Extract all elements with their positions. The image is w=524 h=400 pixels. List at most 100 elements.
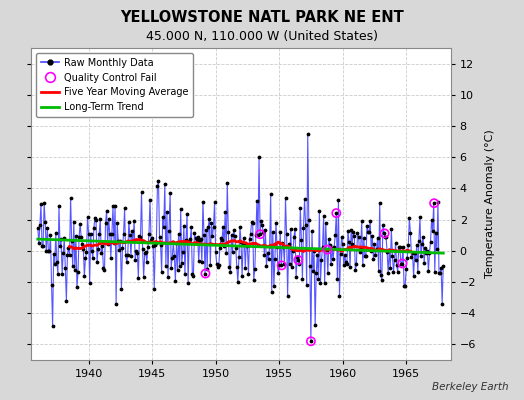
Point [414,238,423,244]
Point [288,264,296,270]
Text: YELLOWSTONE NATL PARK NE ENT: YELLOWSTONE NATL PARK NE ENT [120,10,404,25]
Point [356,245,365,252]
Point [394,268,402,275]
Point [325,236,333,242]
Point [406,230,414,236]
Point [35,240,43,246]
Point [411,256,420,263]
Point [193,234,202,240]
Point [366,218,374,224]
Point [154,177,162,184]
Point [181,270,189,277]
Point [347,226,355,233]
Point [241,264,249,271]
Point [323,246,331,253]
Point [361,253,369,259]
Point [404,242,412,249]
Point [146,196,154,203]
Point [364,229,372,235]
Point [296,204,304,211]
Point [283,293,292,299]
Point [293,254,301,260]
Point [363,222,371,229]
Point [286,261,294,267]
Point [439,263,447,270]
Point [115,246,124,253]
Point [75,234,83,240]
Point [164,274,172,280]
Point [335,293,344,299]
Point [68,238,76,244]
Point [326,242,334,248]
Point [422,250,431,256]
Point [46,232,54,238]
Point [370,241,379,247]
Point [188,271,196,277]
Point [88,248,96,254]
Point [66,252,74,258]
Point [72,233,80,240]
Point [55,203,63,210]
Point [309,268,317,274]
Point [247,219,256,225]
Point [354,234,363,240]
Point [423,248,432,254]
Point [307,338,315,344]
Point [369,256,378,262]
Point [104,216,113,222]
Point [380,230,389,236]
Point [340,262,348,268]
Point [44,248,52,254]
Point [179,249,187,256]
Point [177,205,185,212]
Point [148,235,156,241]
Point [161,180,169,187]
Point [43,224,51,231]
Point [133,249,141,256]
Point [69,263,77,269]
Point [277,262,286,269]
Point [438,300,446,307]
Point [355,248,364,255]
Point [324,270,332,276]
Point [184,280,192,286]
Point [234,279,242,286]
Point [79,245,88,252]
Point [132,248,140,254]
Point [275,262,283,268]
Point [113,220,122,226]
Point [82,249,91,256]
Point [159,214,167,221]
Point [195,237,204,243]
Point [257,218,265,224]
Point [346,264,354,270]
Point [392,262,401,269]
Point [170,253,179,260]
Point [350,233,358,239]
Point [141,248,150,255]
Point [268,288,276,295]
Point [114,238,123,244]
Point [149,242,157,249]
Point [153,183,161,190]
Point [287,226,295,232]
Point [368,232,377,239]
Point [342,259,350,265]
Point [225,263,234,270]
Point [294,257,302,263]
Point [105,231,114,237]
Point [290,234,298,240]
Point [134,274,143,281]
Point [248,220,257,226]
Point [208,233,216,240]
Point [365,229,373,236]
Point [416,214,424,220]
Point [327,261,335,267]
Point [428,216,436,223]
Point [239,240,247,246]
Point [336,251,345,257]
Point [61,264,70,271]
Point [50,261,59,267]
Point [435,270,443,276]
Point [319,244,327,250]
